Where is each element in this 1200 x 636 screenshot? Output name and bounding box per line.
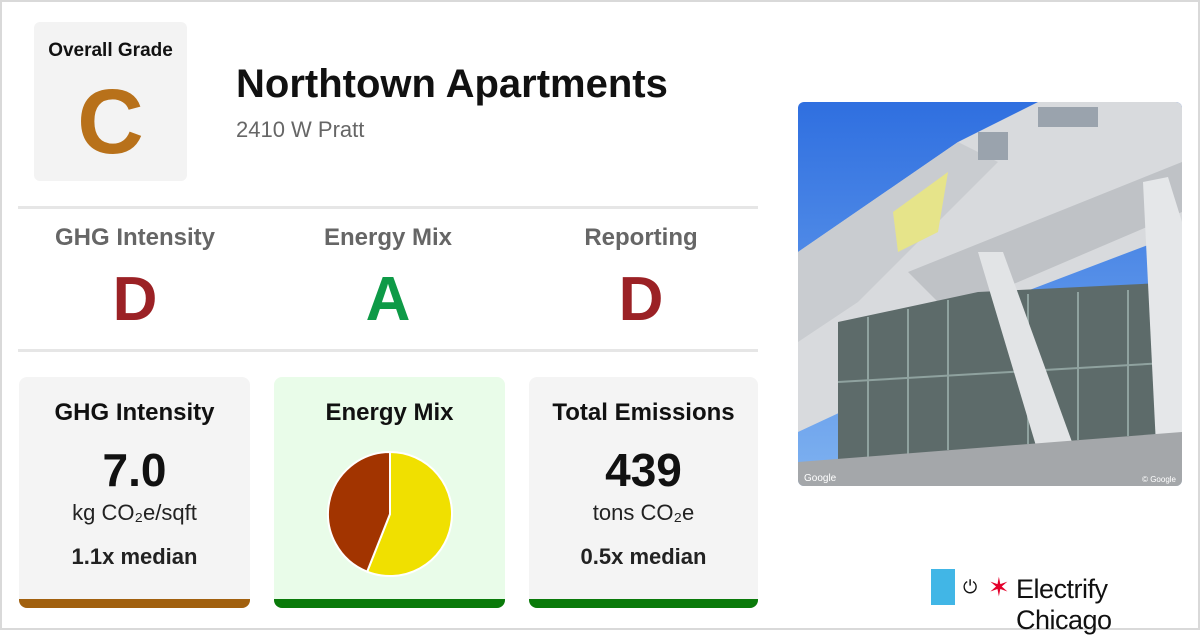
divider-middle [18, 349, 758, 352]
grade-ghg-letter: D [112, 265, 158, 334]
ghg-card-unit: kg CO₂e/sqft [72, 500, 197, 525]
grade-energy-mix: Energy Mix A [268, 224, 508, 336]
grade-reporting-label: Reporting [584, 224, 698, 251]
energy-mix-pie-chart [327, 450, 453, 577]
building-address: 2410 W Pratt [236, 117, 365, 142]
emissions-card-unit: tons CO₂e [592, 500, 695, 525]
chicago-star-icon: ✶ [988, 572, 1010, 602]
brand-name: Electrify Chicago [1016, 574, 1112, 635]
emissions-card-bar [529, 599, 758, 608]
ghg-card-title: GHG Intensity [54, 399, 215, 426]
grade-energy-mix-letter: A [365, 265, 411, 334]
overall-grade-box: Overall Grade C [34, 22, 187, 181]
pie-slice-1 [327, 450, 391, 573]
grade-reporting-letter: D [618, 265, 664, 334]
total-emissions-card: Total Emissions 439 tons CO₂e 0.5x media… [529, 377, 758, 608]
chicago-flag-icon [931, 569, 955, 605]
emissions-card-title: Total Emissions [552, 399, 735, 426]
building-name: Northtown Apartments [236, 62, 668, 106]
google-attribution-right: © Google [1142, 475, 1176, 484]
pie-slice-0 [365, 450, 453, 577]
energy-mix-card-bar [274, 599, 505, 608]
emissions-card-value: 439 [605, 444, 682, 496]
grade-reporting: Reporting D [521, 224, 761, 336]
energy-mix-card-title: Energy Mix [325, 399, 454, 426]
building-photo: Google © Google [798, 102, 1182, 486]
plug-icon: ⏻ [963, 577, 978, 597]
emissions-card-median: 0.5x median [580, 544, 707, 569]
ghg-card-value: 7.0 [102, 444, 167, 496]
divider-top [18, 206, 758, 209]
grade-ghg: GHG Intensity D [15, 224, 255, 336]
energy-mix-card: Energy Mix [274, 377, 505, 608]
overall-grade-letter: C [77, 71, 144, 173]
ghg-card-bar [19, 599, 250, 608]
ghg-card-median: 1.1x median [71, 544, 198, 569]
grade-ghg-label: GHG Intensity [54, 224, 216, 251]
google-attribution-left: Google [804, 473, 837, 484]
overall-grade-label: Overall Grade [48, 40, 173, 61]
ghg-intensity-card: GHG Intensity 7.0 kg CO₂e/sqft 1.1x medi… [19, 377, 250, 608]
grade-energy-mix-label: Energy Mix [323, 224, 453, 251]
